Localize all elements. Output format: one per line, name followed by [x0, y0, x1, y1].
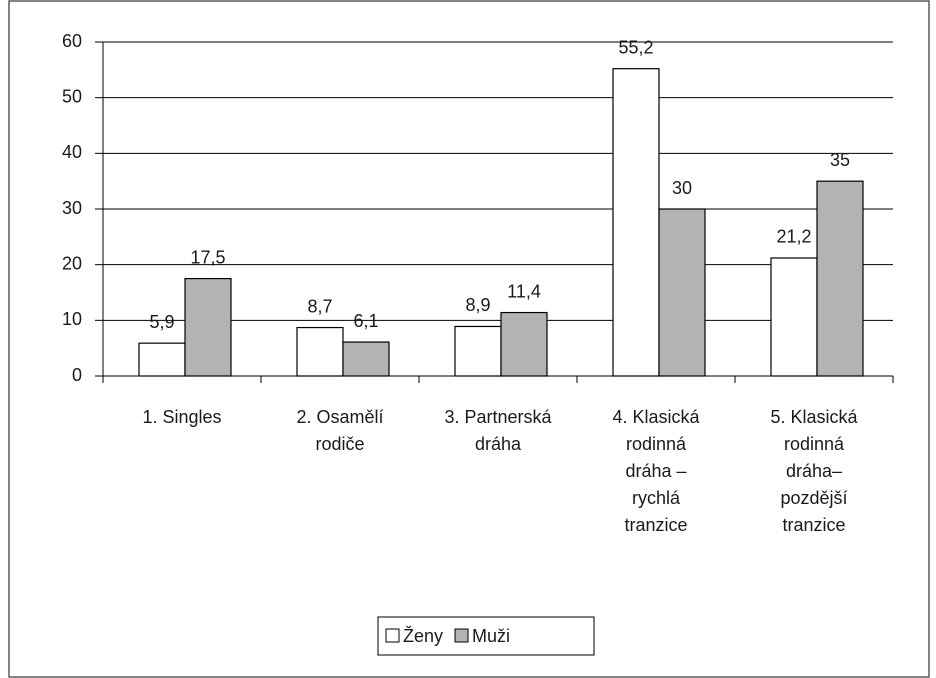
legend-label: Muži	[472, 626, 510, 646]
y-tick-label: 10	[62, 309, 82, 329]
chart-frame	[8, 0, 930, 678]
data-label: 30	[672, 178, 692, 198]
x-tick-label: 1. Singles	[142, 407, 221, 427]
data-label: 8,9	[465, 295, 490, 315]
bar	[500, 311, 548, 377]
x-tick-label: tranzice	[624, 515, 687, 535]
data-label: 55,2	[618, 37, 653, 57]
x-tick-label: dráha	[475, 434, 522, 454]
bar	[816, 180, 864, 377]
data-label: 35	[830, 150, 850, 170]
x-tick-label: rodiče	[315, 434, 364, 454]
legend-label: Ženy	[403, 626, 443, 646]
legend-swatch	[385, 628, 400, 643]
x-tick-label: tranzice	[782, 515, 845, 535]
y-tick-label: 20	[62, 253, 82, 273]
data-label: 11,4	[507, 281, 541, 301]
y-tick-label: 0	[72, 365, 82, 385]
bar	[658, 208, 706, 377]
bar	[770, 257, 818, 377]
x-tick-label: rodinná	[784, 434, 845, 454]
x-tick-label: rychlá	[632, 488, 681, 508]
data-label: 8,7	[307, 296, 332, 316]
y-tick-label: 50	[62, 86, 82, 106]
x-tick-label: pozdější	[780, 488, 847, 508]
legend-box	[377, 616, 595, 656]
data-label: 6,1	[353, 311, 378, 331]
y-tick-label: 60	[62, 31, 82, 51]
x-tick-label: 2. Osamělí	[296, 407, 383, 427]
data-label: 21,2	[776, 227, 811, 247]
bar	[454, 325, 502, 377]
x-tick-label: dráha–	[786, 461, 842, 481]
y-tick-label: 30	[62, 198, 82, 218]
x-tick-label: 4. Klasická	[612, 407, 700, 427]
data-label: 17,5	[190, 247, 225, 267]
bar	[184, 277, 232, 377]
x-tick-label: dráha –	[625, 461, 686, 481]
x-tick-label: 5. Klasická	[770, 407, 858, 427]
y-tick-label: 40	[62, 142, 82, 162]
bar	[138, 342, 186, 377]
bar	[296, 326, 344, 377]
bar	[342, 341, 390, 377]
data-label: 5,9	[149, 312, 174, 332]
x-tick-label: rodinná	[626, 434, 687, 454]
x-tick-label: 3. Partnerská	[444, 407, 552, 427]
legend-swatch	[454, 628, 469, 643]
bar	[612, 68, 660, 377]
